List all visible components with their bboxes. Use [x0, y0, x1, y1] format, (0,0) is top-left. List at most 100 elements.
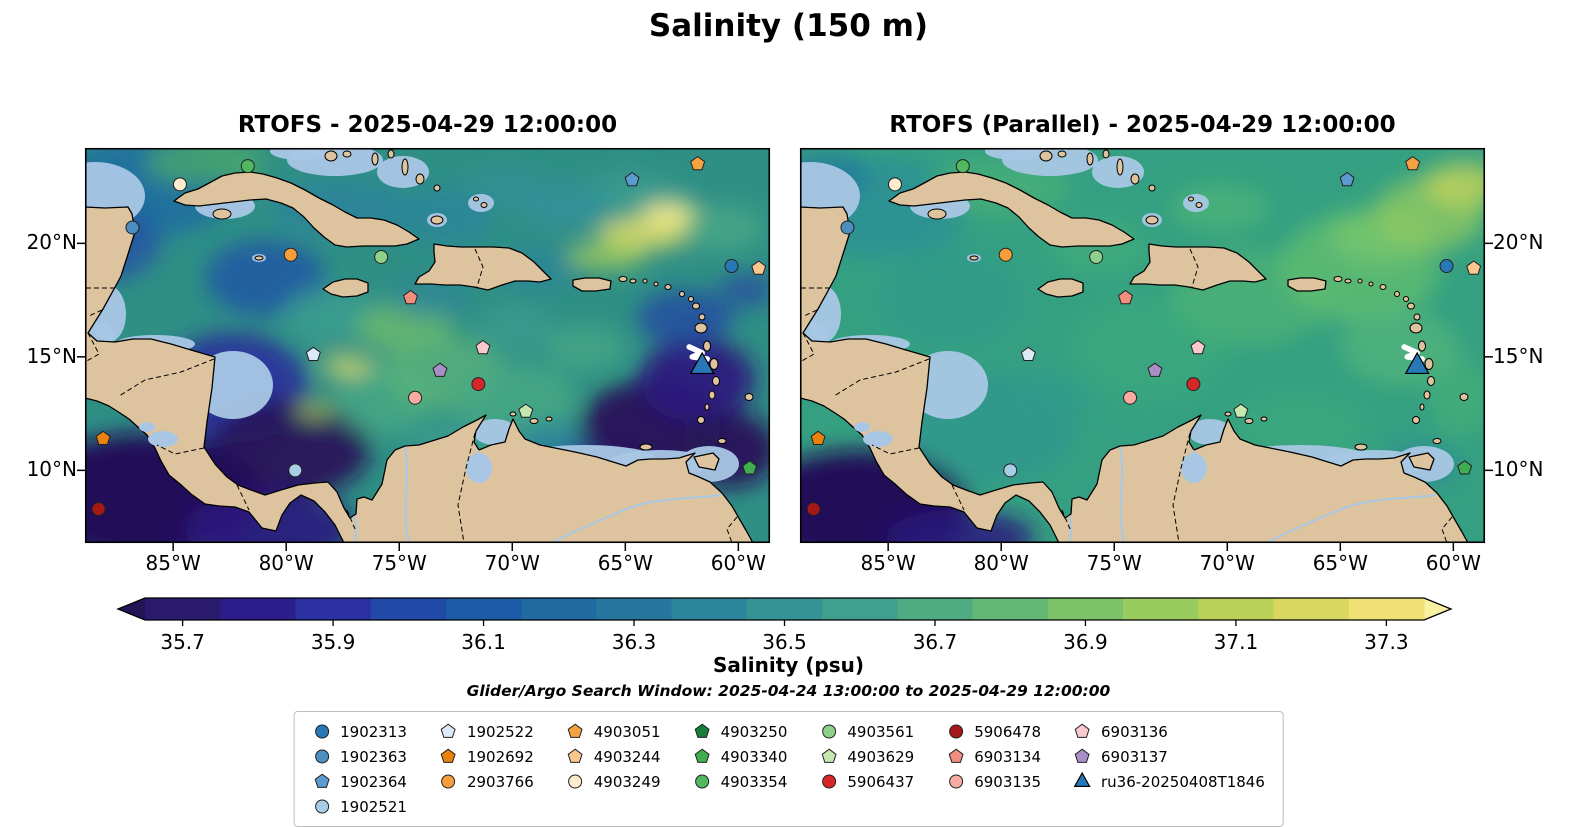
legend-item-6903137: 6903137 [1073, 746, 1265, 767]
legend-label: 1902363 [340, 747, 407, 766]
colorbar-tick-label: 37.1 [1213, 630, 1259, 654]
float-marker-4903051 [690, 155, 706, 171]
legend-item-1902363: 1902363 [312, 746, 407, 767]
float-marker-1902364 [624, 171, 640, 187]
circle-marker-icon-shape [314, 724, 329, 739]
pentagon-marker-icon-shape [694, 748, 710, 763]
circle-marker-icon [948, 724, 963, 739]
float-marker-4903629 [518, 403, 534, 418]
float-marker-1902521 [288, 463, 303, 478]
colorbar-tick-label: 36.5 [762, 630, 807, 654]
triangle-marker-icon-shape [1074, 772, 1092, 787]
legend-item-1902364: 1902364 [312, 771, 407, 792]
x-tick-label: 85°W [145, 551, 201, 575]
pentagon-marker-icon-shape [440, 723, 456, 738]
figure-title: Salinity (150 m) [648, 8, 929, 44]
circle-marker-icon-shape [314, 749, 329, 764]
pentagon-marker-icon-shape [821, 748, 837, 763]
colorbar-tick-label: 36.1 [461, 630, 506, 654]
circle-marker-icon-shape [314, 799, 329, 814]
colorbar [116, 597, 1453, 626]
legend-item-4903250: 4903250 [693, 721, 787, 742]
circle-marker-icon [821, 774, 836, 789]
circle-marker-icon-shape [821, 774, 836, 789]
legend-label: 4903244 [593, 747, 661, 766]
circle-marker-icon-shape [441, 774, 456, 789]
legend-item-5906478: 5906478 [946, 721, 1041, 742]
colorbar-tick-label: 36.7 [912, 630, 958, 654]
colorbar-tick-label: 37.3 [1364, 630, 1409, 654]
legend-item-4903051: 4903051 [566, 721, 661, 742]
circle-marker-icon [314, 749, 329, 764]
float-marker-4903244 [751, 260, 767, 275]
legend-item-6903134: 6903134 [946, 746, 1041, 767]
float-marker-4903561 [374, 249, 389, 264]
legend-item-4903354: 4903354 [693, 771, 788, 792]
float-marker-4903249 [172, 177, 187, 192]
landmass [1287, 277, 1327, 292]
pentagon-marker-icon-shape [694, 723, 710, 738]
legend-label: 1902521 [340, 797, 407, 816]
float-marker-1902692 [95, 430, 111, 445]
pentagon-marker-icon [440, 723, 456, 738]
legend-label: 6903136 [1101, 722, 1168, 741]
float-marker-1902364 [1339, 171, 1355, 187]
legend-label: 4903629 [847, 747, 915, 766]
legend-item-4903249: 4903249 [566, 771, 661, 792]
float-marker-4903340 [1457, 460, 1473, 475]
x-tick-label: 70°W [484, 551, 540, 575]
float-marker-6903135 [408, 390, 423, 405]
pentagon-marker-icon [948, 748, 964, 763]
legend-label: 1902522 [466, 722, 534, 741]
pentagon-marker-icon [1075, 723, 1090, 738]
float-marker-4903354 [240, 159, 255, 174]
landmass [1037, 278, 1084, 298]
legend-label: 4903354 [720, 772, 788, 791]
float-marker-6903134 [1118, 289, 1134, 305]
legend-label: 4903340 [720, 747, 788, 766]
pentagon-marker-icon-shape [1075, 723, 1090, 738]
legend-column: 1902522 1902692 2903766 [439, 721, 534, 792]
landmass [888, 171, 1135, 248]
float-marker-1902522 [1020, 346, 1036, 361]
legend-column: 4903561 4903629 5906437 [819, 721, 914, 792]
float-marker-5906437 [1186, 377, 1201, 392]
pentagon-marker-icon [567, 723, 583, 738]
legend-item-4903244: 4903244 [566, 746, 661, 767]
x-tick-label: 60°W [710, 551, 766, 575]
x-tick-label: 60°W [1425, 551, 1481, 575]
legend-label: 4903051 [593, 722, 661, 741]
legend-item-1902522: 1902522 [439, 721, 534, 742]
circle-marker-icon-shape [695, 774, 710, 789]
float-marker-5906437 [471, 377, 486, 392]
colorbar-tick-label: 35.7 [160, 630, 205, 654]
circle-marker-icon [948, 774, 963, 789]
pentagon-marker-icon-shape [567, 723, 583, 738]
x-tick-label: 65°W [1312, 551, 1368, 575]
float-marker-4903249 [887, 177, 902, 192]
legend-label: ru36-20250408T1846 [1101, 772, 1265, 791]
colorbar-label: Salinity (psu) [712, 653, 864, 677]
circle-marker-icon-shape [948, 724, 963, 739]
legend-item-1902313: 1902313 [312, 721, 407, 742]
float-marker-4903629 [1233, 403, 1249, 418]
panel-title-right: RTOFS (Parallel) - 2025-04-29 12:00:00 [889, 112, 1396, 138]
colorbar-tick-label: 36.9 [1063, 630, 1108, 654]
circle-marker-icon-shape [821, 724, 836, 739]
pentagon-marker-icon [567, 748, 583, 763]
float-marker-1902692 [810, 430, 826, 445]
legend-label: 6903134 [974, 747, 1042, 766]
x-tick-label: 80°W [258, 551, 314, 575]
pentagon-marker-icon [314, 773, 330, 788]
legend-label: 6903135 [974, 772, 1042, 791]
landmass [1408, 452, 1435, 471]
pentagon-marker-icon [440, 748, 456, 763]
landmass [572, 277, 612, 292]
legend-item-6903136: 6903136 [1073, 721, 1265, 742]
panel-title-left: RTOFS - 2025-04-29 12:00:00 [237, 112, 618, 138]
colorbar-tick-label: 35.9 [310, 630, 356, 654]
pentagon-marker-icon-shape [1075, 748, 1090, 763]
x-tick-label: 80°W [973, 551, 1029, 575]
legend: 1902313 1902363 1902364 1902521 1902522 19026… [293, 711, 1284, 827]
landmass [173, 171, 420, 248]
